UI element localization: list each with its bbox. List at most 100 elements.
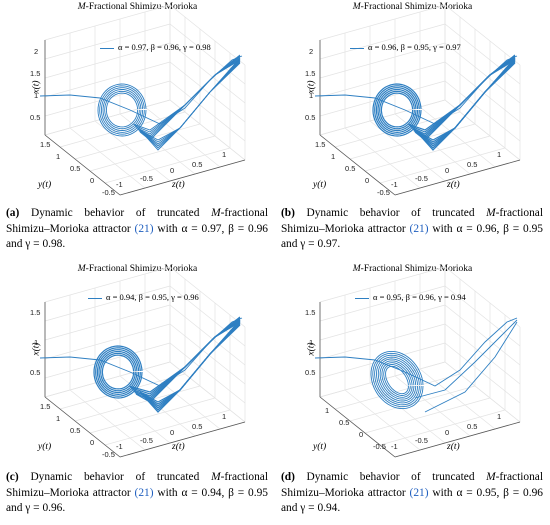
- axes-box: [319, 40, 521, 196]
- legend: α = 0.97, β = 0.96, γ = 0.98: [100, 42, 211, 52]
- ylabel: z(t): [447, 442, 460, 452]
- tick: -1: [391, 442, 398, 451]
- panel-title: M-Fractional Shimizu-Morioka: [77, 2, 198, 12]
- tick: 1: [497, 412, 502, 421]
- tick: 0.5: [30, 368, 41, 377]
- xlabel: y(t): [313, 442, 327, 452]
- grid: [44, 4, 246, 196]
- tick: 1: [309, 338, 314, 347]
- tick: 1.5: [30, 69, 41, 78]
- legend: α = 0.95, β = 0.96, γ = 0.94: [355, 292, 466, 302]
- caption-d: (d) Dynamic behavior of truncated M-frac…: [281, 471, 544, 514]
- tick: 0: [365, 176, 370, 185]
- xlabel: y(t): [313, 180, 327, 190]
- tick: -1: [116, 180, 123, 189]
- tick: 0.5: [305, 113, 316, 122]
- tick: -0.5: [140, 436, 153, 445]
- figure-panel-a: M-Fractional Shimizu-Morioka α = 0.97, β…: [0, 0, 275, 262]
- tick: 0: [90, 176, 95, 185]
- tick: 0.5: [467, 160, 478, 169]
- tick: 0: [170, 428, 175, 437]
- tick: 1.5: [30, 308, 41, 317]
- axes-box: [319, 302, 521, 458]
- tick: 1: [222, 150, 227, 159]
- xlabel: y(t): [38, 180, 52, 190]
- legend: α = 0.96, β = 0.95, γ = 0.97: [350, 42, 461, 52]
- tick: 1: [56, 414, 61, 423]
- grid: [319, 4, 521, 196]
- attractor-curve: [39, 316, 243, 413]
- tick: 0: [445, 166, 450, 175]
- attractor-plot: [314, 4, 521, 196]
- attractor-plot: [314, 266, 521, 458]
- tick: 1.5: [305, 69, 316, 78]
- axes-box: [44, 302, 246, 458]
- tick: 0.5: [305, 368, 316, 377]
- attractor-plot: [39, 266, 246, 458]
- equation-ref-link[interactable]: (21): [409, 486, 429, 499]
- tick: -0.5: [377, 188, 390, 197]
- caption-a: (a) Dynamic behavior of truncated M-frac…: [6, 207, 269, 250]
- legend-swatch: [100, 47, 114, 49]
- tick: 1: [34, 91, 39, 100]
- caption-b: (b) Dynamic behavior of truncated M-frac…: [281, 207, 544, 250]
- tick: 1: [325, 406, 330, 415]
- tick: 0: [359, 430, 364, 439]
- tick: 1.5: [315, 140, 326, 149]
- caption-c: (c) Dynamic behavior of truncated M-frac…: [6, 471, 268, 514]
- tick: 0.5: [192, 422, 203, 431]
- tick: 0.5: [30, 113, 41, 122]
- figure-panel-c: M-Fractional Shimizu-Morioka α = 0.94, β…: [0, 262, 275, 524]
- equation-ref-link[interactable]: (21): [134, 222, 154, 235]
- tick: 1.5: [40, 402, 51, 411]
- tick: -0.5: [102, 188, 115, 197]
- legend-swatch: [355, 297, 369, 299]
- tick: 1.5: [40, 140, 51, 149]
- tick: 0.5: [70, 164, 81, 173]
- tick: 0: [90, 438, 95, 447]
- panel-title: M-Fractional Shimizu-Morioka: [352, 264, 473, 274]
- legend: α = 0.94, β = 0.95, γ = 0.96: [88, 292, 199, 302]
- ylabel: z(t): [172, 180, 185, 190]
- tick: -0.5: [415, 174, 428, 183]
- tick: 0.5: [339, 418, 350, 427]
- tick: 0.5: [467, 422, 478, 431]
- tick: 1.5: [305, 308, 316, 317]
- axes-box: [44, 40, 246, 196]
- attractor-plot: [39, 4, 246, 196]
- tick: 0.5: [70, 426, 81, 435]
- equation-ref-link[interactable]: (21): [134, 486, 154, 499]
- tick: 0: [445, 428, 450, 437]
- legend-swatch: [88, 297, 102, 299]
- figure-panel-d: M-Fractional Shimizu-Morioka α = 0.95, β…: [275, 262, 550, 524]
- panel-title: M-Fractional Shimizu-Morioka: [77, 264, 198, 274]
- equation-ref-link[interactable]: (21): [409, 222, 429, 235]
- tick: 1: [497, 150, 502, 159]
- tick: 1: [56, 152, 61, 161]
- tick: -1: [116, 442, 123, 451]
- tick: 1: [309, 91, 314, 100]
- grid: [319, 266, 521, 458]
- tick: -0.5: [102, 450, 115, 459]
- panel-title: M-Fractional Shimizu-Morioka: [352, 2, 473, 12]
- tick: -1: [391, 180, 398, 189]
- tick: 0.5: [192, 160, 203, 169]
- tick: 0: [170, 166, 175, 175]
- tick: 0.5: [345, 164, 356, 173]
- tick: -0.5: [415, 436, 428, 445]
- tick: 1: [222, 412, 227, 421]
- tick: -0.5: [373, 442, 386, 451]
- attractor-curve: [314, 317, 518, 413]
- tick: 1: [34, 338, 39, 347]
- attractor-curve: [314, 54, 518, 151]
- ylabel: z(t): [447, 180, 460, 190]
- tick: -0.5: [140, 174, 153, 183]
- ylabel: z(t): [172, 442, 185, 452]
- tick: 1: [331, 152, 336, 161]
- tick: 2: [34, 47, 39, 56]
- attractor-curve: [39, 54, 243, 151]
- legend-swatch: [350, 47, 364, 49]
- figure-panel-b: M-Fractional Shimizu-Morioka α = 0.96, β…: [275, 0, 550, 262]
- xlabel: y(t): [38, 442, 52, 452]
- tick: 2: [309, 47, 314, 56]
